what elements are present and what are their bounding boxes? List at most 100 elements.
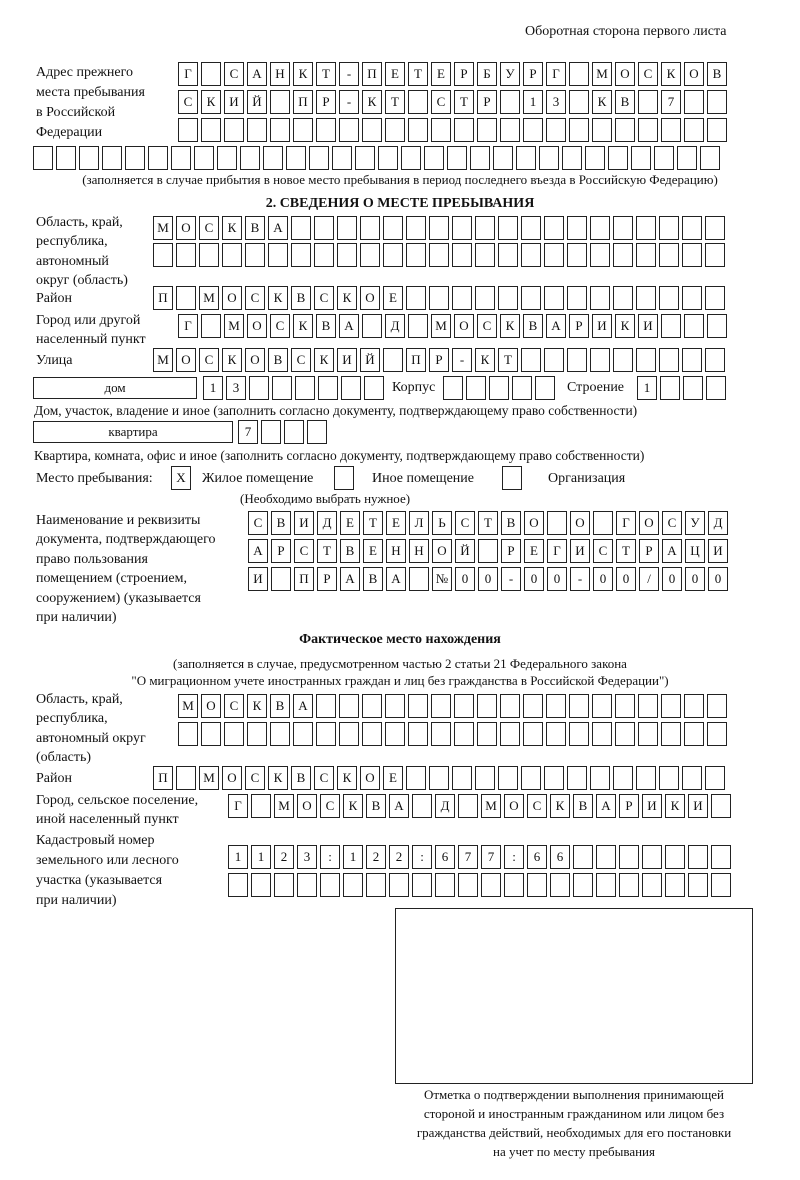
letter-cell[interactable]: Р xyxy=(569,314,589,338)
letter-cell[interactable]: К xyxy=(247,694,267,718)
letter-cell[interactable] xyxy=(504,873,524,897)
letter-cell[interactable]: Р xyxy=(523,62,543,86)
letter-cell[interactable]: Г xyxy=(178,62,198,86)
letter-cell[interactable] xyxy=(247,722,267,746)
letter-cell[interactable]: С xyxy=(477,314,497,338)
letter-cell[interactable] xyxy=(341,376,361,400)
letter-cell[interactable]: 2 xyxy=(366,845,386,869)
letter-cell[interactable] xyxy=(481,873,501,897)
letter-cell[interactable]: Р xyxy=(454,62,474,86)
letter-cell[interactable] xyxy=(547,511,567,535)
letter-cell[interactable] xyxy=(408,694,428,718)
letter-cell[interactable] xyxy=(247,118,267,142)
letter-cell[interactable] xyxy=(454,722,474,746)
letter-cell[interactable] xyxy=(498,766,518,790)
house-type-field[interactable]: дом xyxy=(33,377,197,399)
letter-cell[interactable] xyxy=(79,146,99,170)
letter-cell[interactable]: К xyxy=(222,348,242,372)
letter-cell[interactable] xyxy=(707,694,727,718)
letter-cell[interactable]: Ь xyxy=(432,511,452,535)
letter-cell[interactable]: С xyxy=(291,348,311,372)
stay-checkbox-organization[interactable] xyxy=(502,466,525,490)
letter-cell[interactable] xyxy=(295,376,315,400)
letter-cell[interactable]: М xyxy=(153,348,173,372)
letter-cell[interactable]: М xyxy=(431,314,451,338)
prev-address-row-3[interactable] xyxy=(178,118,730,142)
letter-cell[interactable]: С xyxy=(245,286,265,310)
letter-cell[interactable]: У xyxy=(685,511,705,535)
letter-cell[interactable]: И xyxy=(708,539,728,563)
letter-cell[interactable] xyxy=(270,722,290,746)
letter-cell[interactable] xyxy=(343,873,363,897)
letter-cell[interactable]: К xyxy=(268,286,288,310)
actual-region-row-2[interactable] xyxy=(178,722,730,746)
letter-cell[interactable] xyxy=(332,146,352,170)
letter-cell[interactable]: О xyxy=(222,286,242,310)
letter-cell[interactable] xyxy=(406,766,426,790)
letter-cell[interactable] xyxy=(638,90,658,114)
letter-cell[interactable]: 3 xyxy=(546,90,566,114)
letter-cell[interactable]: 7 xyxy=(661,90,681,114)
letter-cell[interactable]: 1 xyxy=(523,90,543,114)
letter-cell[interactable] xyxy=(366,873,386,897)
letter-cell[interactable]: Р xyxy=(317,567,337,591)
letter-cell[interactable] xyxy=(615,694,635,718)
letter-cell[interactable]: Е xyxy=(340,511,360,535)
letter-cell[interactable]: 1 xyxy=(251,845,271,869)
letter-cell[interactable]: Г xyxy=(178,314,198,338)
letter-cell[interactable] xyxy=(659,216,679,240)
letter-cell[interactable] xyxy=(272,376,292,400)
letter-cell[interactable] xyxy=(408,314,428,338)
letter-cell[interactable]: П xyxy=(153,766,173,790)
letter-cell[interactable]: С xyxy=(248,511,268,535)
letter-cell[interactable]: О xyxy=(201,694,221,718)
letter-cell[interactable]: О xyxy=(360,286,380,310)
letter-cell[interactable]: 0 xyxy=(478,567,498,591)
letter-cell[interactable] xyxy=(569,118,589,142)
letter-cell[interactable]: Е xyxy=(383,766,403,790)
letter-cell[interactable]: : xyxy=(320,845,340,869)
letter-cell[interactable]: И xyxy=(337,348,357,372)
letter-cell[interactable]: 6 xyxy=(550,845,570,869)
letter-cell[interactable]: В xyxy=(363,567,383,591)
letter-cell[interactable] xyxy=(677,146,697,170)
letter-cell[interactable] xyxy=(314,216,334,240)
letter-cell[interactable] xyxy=(291,243,311,267)
letter-cell[interactable] xyxy=(711,873,731,897)
letter-cell[interactable] xyxy=(316,722,336,746)
letter-cell[interactable] xyxy=(636,243,656,267)
letter-cell[interactable]: В xyxy=(523,314,543,338)
letter-cell[interactable] xyxy=(521,216,541,240)
letter-cell[interactable]: М xyxy=(178,694,198,718)
letter-cell[interactable]: И xyxy=(688,794,708,818)
letter-cell[interactable]: И xyxy=(592,314,612,338)
letter-cell[interactable]: Е xyxy=(431,62,451,86)
cadastre-row-2[interactable] xyxy=(228,873,734,897)
letter-cell[interactable] xyxy=(544,766,564,790)
letter-cell[interactable]: Д xyxy=(317,511,337,535)
letter-cell[interactable] xyxy=(659,286,679,310)
letter-cell[interactable] xyxy=(590,243,610,267)
letter-cell[interactable] xyxy=(224,722,244,746)
letter-cell[interactable] xyxy=(706,376,726,400)
letter-cell[interactable]: 0 xyxy=(708,567,728,591)
letter-cell[interactable] xyxy=(454,118,474,142)
letter-cell[interactable] xyxy=(431,694,451,718)
letter-cell[interactable] xyxy=(406,216,426,240)
letter-cell[interactable] xyxy=(682,766,702,790)
letter-cell[interactable] xyxy=(608,146,628,170)
letter-cell[interactable] xyxy=(562,146,582,170)
letter-cell[interactable] xyxy=(569,722,589,746)
letter-cell[interactable] xyxy=(500,694,520,718)
letter-cell[interactable] xyxy=(493,146,513,170)
letter-cell[interactable] xyxy=(521,348,541,372)
letter-cell[interactable]: В xyxy=(291,286,311,310)
letter-cell[interactable]: О xyxy=(454,314,474,338)
letter-cell[interactable] xyxy=(383,216,403,240)
letter-cell[interactable] xyxy=(567,286,587,310)
letter-cell[interactable]: 6 xyxy=(435,845,455,869)
